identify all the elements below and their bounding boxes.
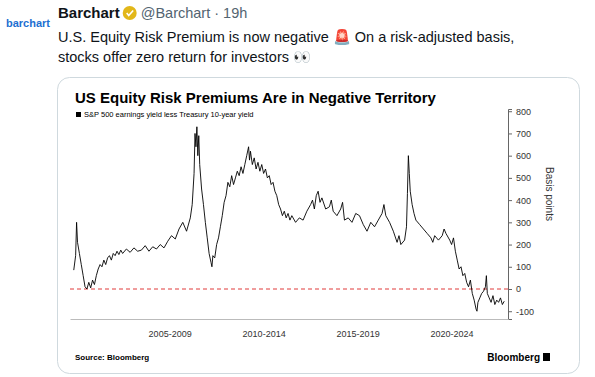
y-tick-mark <box>508 289 512 290</box>
y-tick: 500 <box>508 173 531 183</box>
x-tick-label: 2015-2019 <box>337 329 380 339</box>
tweet-screenshot: barchart Barchart @Barchart · 19h U.S. Equi… <box>0 0 595 377</box>
y-tick: 0 <box>508 284 521 294</box>
x-axis-line <box>71 319 509 320</box>
y-tick-mark <box>508 311 512 312</box>
series-line <box>74 127 504 311</box>
y-tick-label: 500 <box>516 173 531 183</box>
y-tick: 100 <box>508 262 531 272</box>
badge-check <box>127 11 134 16</box>
y-tick: 200 <box>508 240 531 250</box>
y-tick: 700 <box>508 129 531 139</box>
y-tick-label: 600 <box>516 151 531 161</box>
y-tick: 400 <box>508 195 531 205</box>
x-tick-label: 2020-2024 <box>431 329 474 339</box>
chart-card <box>58 78 580 374</box>
x-axis: 2005-2009 2010-2014 2015-2019 2020-2024 <box>71 319 509 339</box>
y-tick-mark <box>508 156 512 157</box>
y-tick-mark <box>508 133 512 134</box>
chart-title: US Equity Risk Premiums Are in Negative … <box>75 89 437 106</box>
y-axis: -100 0 100 200 300 400 500 600 700 800 <box>508 107 534 320</box>
y-axis-title: Basis points <box>544 167 555 221</box>
x-tick: 2015-2019 <box>337 319 380 339</box>
y-axis-line <box>509 110 513 320</box>
logo-icon <box>543 353 550 361</box>
y-tick-label: 800 <box>516 107 531 117</box>
author-name: Barchart <box>58 4 120 21</box>
y-tick-label: 0 <box>516 284 521 294</box>
y-tick-label: 400 <box>516 195 531 205</box>
x-tick-label: 2005-2009 <box>149 329 192 339</box>
badge-circle <box>123 6 137 20</box>
y-tick-mark <box>508 178 512 179</box>
x-tick: 2010-2014 <box>243 319 286 339</box>
verified-badge <box>123 6 137 20</box>
tweet-text: U.S. Equity Risk Premium is now negative… <box>58 28 514 46</box>
y-tick-mark <box>508 200 512 201</box>
logo-text: Bloomberg <box>487 352 540 363</box>
y-tick: 600 <box>508 151 531 161</box>
y-tick: 800 <box>508 107 531 117</box>
y-tick: 300 <box>508 218 531 228</box>
source-note: Source: Bloomberg <box>75 353 149 362</box>
y-tick-label: 300 <box>516 218 531 228</box>
y-tick-label: -100 <box>516 307 534 317</box>
plot-area <box>70 127 508 311</box>
avatar-text: barchart <box>6 17 50 29</box>
y-tick-label: 700 <box>516 129 531 139</box>
y-tick-mark <box>508 267 512 268</box>
tweet-text: stocks offer zero return for investors 👀 <box>58 49 311 65</box>
y-tick-mark <box>508 245 512 246</box>
handle-line: @Barchart · 19h <box>141 5 248 21</box>
y-tick-mark <box>508 222 512 223</box>
y-tick-mark <box>508 111 512 112</box>
x-tick: 2005-2009 <box>149 319 192 339</box>
y-tick-label: 100 <box>516 262 531 272</box>
y-tick-label: 200 <box>516 240 531 250</box>
legend-swatch <box>76 112 81 117</box>
legend-label: S&P 500 earnings yield less Treasury 10-… <box>84 110 254 119</box>
reference-line <box>70 289 508 290</box>
y-tick: -100 <box>508 307 534 317</box>
x-tick: 2020-2024 <box>431 319 474 339</box>
x-tick-label: 2010-2014 <box>243 329 286 339</box>
